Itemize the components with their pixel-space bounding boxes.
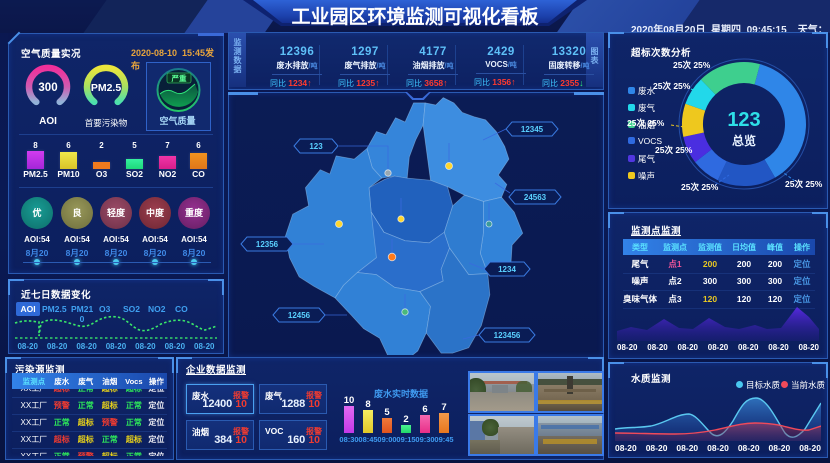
svg-text:12356: 12356 <box>256 240 279 249</box>
svg-text:严重: 严重 <box>171 73 187 83</box>
svg-text:12456: 12456 <box>288 311 311 320</box>
svg-text:PM2.5: PM2.5 <box>91 82 122 94</box>
svg-text:24563: 24563 <box>524 193 547 202</box>
svg-text:300: 300 <box>38 82 57 94</box>
svg-text:123: 123 <box>727 109 760 131</box>
svg-text:总览: 总览 <box>732 133 756 148</box>
svg-text:1234: 1234 <box>498 265 516 274</box>
svg-text:123: 123 <box>309 142 323 151</box>
svg-text:12345: 12345 <box>521 125 544 134</box>
svg-text:123456: 123456 <box>494 331 521 340</box>
